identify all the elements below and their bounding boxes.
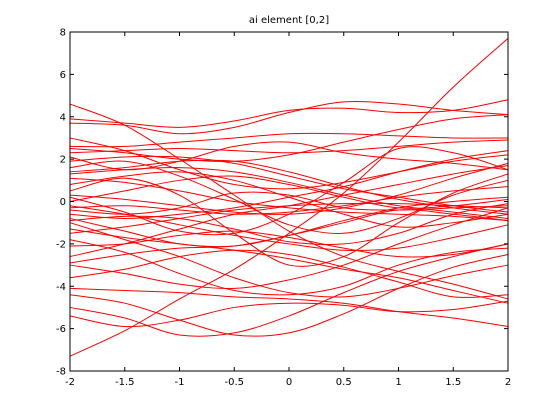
series-line-37 — [69, 137, 509, 190]
x-tick-label: -2 — [65, 377, 75, 388]
series-line-5 — [69, 132, 509, 148]
series-line-24 — [69, 239, 509, 296]
series-line-11 — [69, 177, 509, 222]
series-line-13 — [69, 173, 509, 267]
x-tick-label: 0.5 — [336, 377, 352, 388]
y-tick-label: -4 — [56, 282, 66, 293]
series-line-4 — [69, 100, 509, 135]
series-line-36 — [69, 203, 509, 245]
series-line-35 — [69, 162, 509, 215]
series-line-38 — [69, 209, 509, 264]
series-line-16 — [69, 205, 509, 251]
y-tick-label: 0 — [60, 197, 66, 208]
x-tick-label: -1 — [175, 377, 185, 388]
y-tick-label: 2 — [60, 155, 66, 166]
x-tick-label: 2 — [505, 377, 511, 388]
x-tick-label: -1.5 — [115, 377, 135, 388]
series-line-19 — [69, 150, 509, 219]
series-line-26 — [69, 164, 509, 258]
series-line-30 — [69, 253, 509, 337]
y-tick-label: -8 — [56, 367, 66, 378]
series-line-14 — [69, 146, 509, 236]
y-tick-label: 4 — [60, 112, 66, 123]
series-layer — [69, 37, 509, 357]
series-line-31 — [69, 243, 509, 337]
series-line-10 — [69, 167, 509, 219]
x-tick-label: -0.5 — [224, 377, 244, 388]
series-line-18 — [69, 191, 509, 215]
series-line-17 — [69, 186, 509, 215]
x-tick-label: 1 — [395, 377, 401, 388]
chart-title: ai element [0,2] — [249, 15, 329, 26]
series-line-21 — [69, 222, 509, 298]
series-line-25 — [69, 230, 509, 258]
y-tick-label: 8 — [60, 28, 66, 39]
series-line-32 — [69, 300, 509, 328]
y-tick-label: 6 — [60, 70, 66, 81]
series-line-15 — [69, 175, 509, 209]
series-line-33 — [69, 160, 509, 234]
axis-layer: -2 -1.5 -1 -0.5 0 0.5 1 1.5 2 -8 -6 -4 -2 0 2 4 6 8 — [56, 28, 511, 389]
series-line-29 — [69, 287, 509, 328]
series-line-28 — [69, 249, 509, 298]
plot-frame — [69, 31, 509, 372]
series-line-6 — [69, 139, 509, 154]
series-line-3 — [69, 99, 509, 128]
series-line-2 — [69, 103, 509, 300]
series-line-9 — [69, 159, 509, 215]
y-tick-label: -2 — [56, 239, 66, 250]
y-tick-label: -6 — [56, 324, 66, 335]
x-tick-label: 0 — [286, 377, 292, 388]
x-tick-label: 1.5 — [445, 377, 461, 388]
series-line-27 — [69, 207, 509, 289]
series-line-1 — [69, 37, 509, 357]
series-line-34 — [69, 114, 509, 162]
